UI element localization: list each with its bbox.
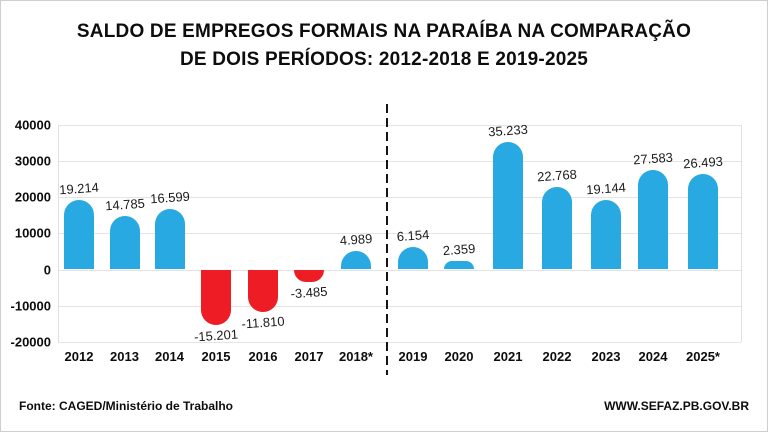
y-tick-label: 20000 <box>14 189 51 205</box>
x-axis-label: 2016 <box>248 349 278 364</box>
x-axis-label: 2019 <box>398 349 428 364</box>
chart-title-line2: DE DOIS PERÍODOS: 2012-2018 E 2019-2025 <box>179 49 589 70</box>
bar-2020 <box>444 260 474 270</box>
bar-2023 <box>591 200 621 270</box>
bar-2015 <box>201 269 231 325</box>
y-tick-label: -10000 <box>10 298 51 314</box>
bar-2016 <box>248 269 278 313</box>
bar-2018* <box>341 251 371 270</box>
source-attribution: Fonte: CAGED/Ministério de Trabalho <box>19 399 234 413</box>
bar-value-label: -15.201 <box>193 325 239 345</box>
x-axis-label: 2014 <box>155 349 184 364</box>
x-axis-label: 2021 <box>493 349 523 364</box>
y-tick-label: 0 <box>43 262 51 277</box>
bar-value-label: 16.599 <box>149 189 190 207</box>
bar-2021 <box>493 141 523 270</box>
bar-value-label: 2.359 <box>442 240 476 259</box>
bar-2014 <box>154 209 185 270</box>
x-axis-label: 2017 <box>294 349 324 364</box>
x-axis-label: 2020 <box>444 349 474 364</box>
website-url: WWW.SEFAZ.PB.GOV.BR <box>604 399 749 413</box>
bar-2012 <box>64 199 94 270</box>
bar-2013 <box>109 215 140 270</box>
period-divider <box>386 104 388 375</box>
gridline <box>58 269 741 271</box>
x-axis-label: 2013 <box>110 349 139 364</box>
bar-value-label: 19.144 <box>585 179 627 198</box>
bar-2025* <box>688 173 718 270</box>
bar-2017 <box>294 269 324 283</box>
bar-value-label: 27.583 <box>632 149 674 168</box>
gridline <box>58 160 741 162</box>
gridline <box>58 233 741 235</box>
bar-value-label: -3.485 <box>290 283 328 302</box>
y-tick-label: 10000 <box>14 225 51 241</box>
gridline <box>58 341 741 343</box>
plot-border <box>58 124 59 342</box>
bar-value-label: -11.810 <box>240 313 286 332</box>
bar-2022 <box>542 187 572 270</box>
bar-2024 <box>638 169 668 270</box>
bar-value-label: 35.233 <box>487 121 529 140</box>
gridline <box>58 124 741 126</box>
x-axis-label: 2015 <box>201 349 231 364</box>
bar-value-label: 26.493 <box>682 153 724 171</box>
bar-2019 <box>398 247 428 270</box>
y-tick-label: 30000 <box>14 153 51 169</box>
chart-title-line1: SALDO DE EMPREGOS FORMAIS NA PARAÍBA NA … <box>76 21 692 42</box>
bar-value-label: 4.989 <box>339 231 373 249</box>
x-axis-label: 2012 <box>64 349 94 364</box>
bar-value-label: 19.214 <box>58 179 100 198</box>
x-axis-label: 2018* <box>339 349 373 364</box>
y-tick-label: -20000 <box>10 334 51 350</box>
x-axis-label: 2022 <box>542 349 572 364</box>
y-tick-label: 40000 <box>14 117 51 133</box>
gridline <box>58 197 741 199</box>
gridline <box>58 305 741 307</box>
chart-title: SALDO DE EMPREGOS FORMAIS NA PARAÍBA NA … <box>1 18 767 74</box>
x-axis-label: 2024 <box>638 349 668 364</box>
bar-value-label: 14.785 <box>104 195 145 214</box>
plot-border <box>741 124 742 342</box>
bar-value-label: 22.768 <box>536 166 578 185</box>
x-axis-label: 2025* <box>686 349 720 364</box>
bar-value-label: 6.154 <box>396 227 430 245</box>
x-axis-label: 2023 <box>591 349 621 364</box>
